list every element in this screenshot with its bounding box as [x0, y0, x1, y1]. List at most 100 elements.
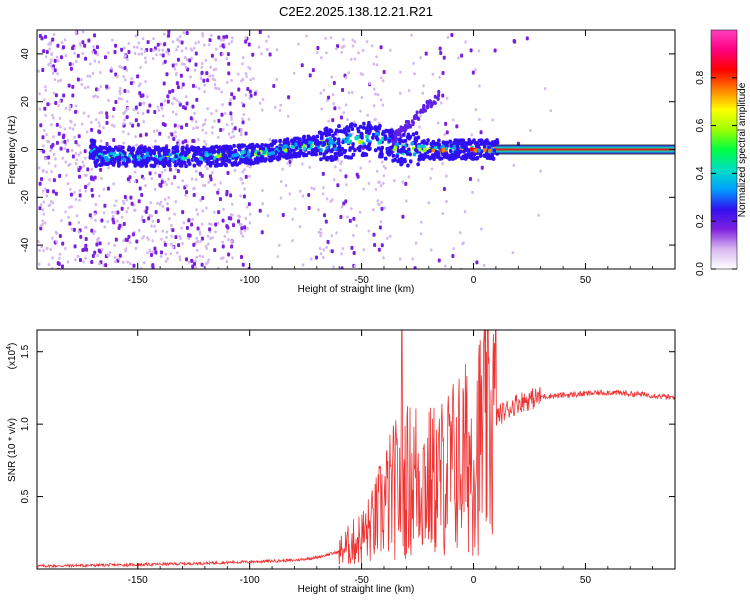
spectrogram-speckle	[223, 234, 227, 238]
spectrogram-cell	[358, 145, 362, 150]
spectrogram-speckle	[64, 106, 68, 110]
spectrogram-speckle	[445, 199, 448, 203]
spectrogram-speckle	[49, 42, 52, 46]
spectrogram-cell	[111, 161, 115, 166]
spectrogram-speckle	[479, 130, 483, 135]
spectrogram-speckle	[200, 61, 204, 65]
spectrogram-speckle	[43, 221, 47, 225]
spectrogram-speckle	[378, 121, 381, 125]
spectrogram-speckle	[213, 78, 217, 82]
spectrogram-speckle	[361, 48, 365, 52]
spectrogram-speckle	[69, 187, 72, 191]
spectrogram-speckle	[164, 259, 168, 263]
spectrogram-speckle	[180, 86, 183, 90]
spectrogram-speckle	[221, 43, 225, 48]
spectrogram-cell	[322, 142, 326, 147]
spectrogram-speckle	[105, 142, 109, 147]
spectrogram-speckle	[192, 46, 196, 50]
spectrogram-speckle	[98, 262, 101, 266]
spectrogram-speckle	[225, 80, 229, 84]
spectrogram-speckle	[161, 53, 165, 58]
spectrogram-speckle	[375, 169, 379, 173]
spectrogram-speckle	[134, 135, 137, 139]
spectrogram-cell	[282, 154, 286, 159]
spectrogram-cell	[198, 156, 203, 161]
spectrogram-speckle	[300, 63, 304, 68]
spectrogram-speckle	[52, 178, 56, 183]
spectrogram-cell	[161, 147, 166, 152]
spectrogram-speckle	[82, 164, 86, 168]
spectrogram-speckle	[70, 148, 74, 152]
spectrogram-speckle	[217, 188, 220, 192]
spectrogram-speckle	[383, 206, 387, 210]
spectrogram-speckle	[74, 197, 78, 201]
spectrogram-speckle	[177, 243, 181, 248]
spectrogram-speckle	[186, 67, 190, 72]
spectrogram-speckle	[193, 111, 196, 115]
spectrogram-speckle	[51, 201, 55, 205]
spectrogram-speckle	[241, 120, 245, 125]
spectrogram-speckle	[84, 56, 88, 61]
spectrogram-speckle	[178, 35, 182, 39]
spectrogram-speckle	[196, 125, 200, 129]
spectrogram-speckle	[115, 199, 118, 203]
spectrogram-speckle	[172, 96, 176, 100]
spectrogram-speckle	[377, 247, 381, 252]
spectrogram-speckle	[133, 180, 137, 184]
spectrogram-speckle	[193, 68, 197, 72]
spectrogram-speckle	[88, 213, 92, 218]
spectrogram-speckle	[71, 84, 75, 89]
spectrogram-speckle	[219, 127, 223, 132]
spectrogram-speckle	[51, 208, 55, 212]
spectrogram-speckle	[200, 262, 204, 267]
spectrogram-cell	[479, 141, 484, 146]
spectrogram-cell	[319, 157, 323, 162]
spectrogram-speckle	[399, 70, 402, 74]
spectrogram-speckle	[298, 225, 302, 229]
spectrogram-cell	[436, 96, 440, 101]
spectrogram-speckle	[47, 161, 51, 165]
spectrogram-speckle	[152, 37, 155, 41]
spectrogram-cell	[380, 145, 384, 150]
spectrogram-cell	[110, 156, 114, 161]
spectrogram-speckle	[90, 167, 94, 171]
spectrogram-speckle	[333, 106, 337, 111]
spectrogram-speckle	[126, 106, 130, 110]
spectrogram-speckle	[238, 222, 242, 226]
spectrogram-speckle	[176, 45, 180, 49]
spectrogram-speckle	[440, 101, 443, 105]
spectrogram-speckle	[125, 68, 129, 72]
spectrogram-cell	[360, 132, 364, 137]
spectrogram-speckle	[230, 115, 233, 119]
spectrogram-speckle	[142, 261, 146, 265]
spectrogram-speckle	[45, 246, 49, 250]
snr-frame	[36, 329, 676, 570]
spectrogram-speckle	[113, 204, 116, 208]
spectrogram-speckle	[92, 45, 95, 49]
spectrogram-speckle	[206, 234, 210, 238]
spectrogram-speckle	[198, 254, 202, 258]
spectrogram-speckle	[44, 55, 48, 59]
spectrogram-speckle	[321, 255, 325, 259]
spectrogram-speckle	[241, 181, 244, 185]
spectrogram-cell	[207, 156, 211, 161]
spectrogram-cell	[418, 147, 422, 152]
spectrogram-cell	[433, 152, 438, 157]
spectrogram-speckle	[341, 87, 345, 92]
spectrogram-speckle	[203, 43, 206, 47]
spectrogram-speckle	[129, 81, 133, 86]
spectrogram-speckle	[160, 237, 163, 241]
spectrogram-speckle	[70, 120, 73, 124]
spectrogram-cell	[391, 158, 395, 163]
spectrogram-speckle	[211, 131, 214, 135]
spectrogram-speckle	[241, 170, 245, 174]
spectrogram-cell	[491, 140, 495, 145]
spectrogram-cell	[283, 148, 288, 153]
spectrogram-speckle	[332, 265, 335, 269]
spectrogram-speckle	[226, 230, 229, 234]
spectrogram-speckle	[229, 111, 233, 116]
spectrogram-speckle	[38, 248, 41, 252]
spectrogram-speckle	[213, 183, 216, 187]
spectrogram-speckle	[261, 189, 264, 193]
spectrogram-speckle	[112, 220, 116, 225]
